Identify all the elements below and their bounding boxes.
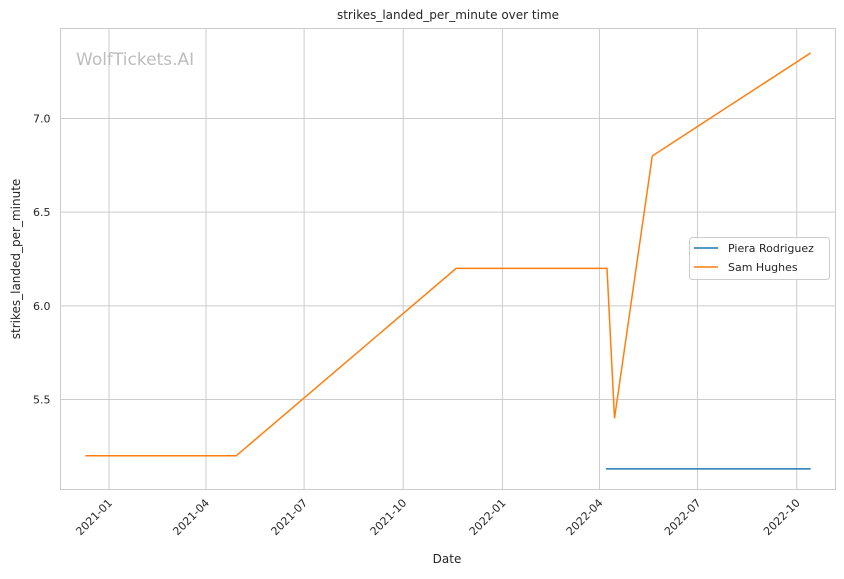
series-lines xyxy=(85,52,812,470)
y-axis-label: strikes_landed_per_minute xyxy=(9,179,23,340)
x-tick-label: 2021-04 xyxy=(170,496,212,538)
x-tick-label: 2022-07 xyxy=(662,496,704,538)
series-line-sam-hughes xyxy=(85,52,812,457)
y-tick-label: 5.5 xyxy=(33,394,51,407)
x-tick-label: 2022-04 xyxy=(564,496,606,538)
x-tick-label: 2021-10 xyxy=(368,496,410,538)
legend-label-sam-hughes: Sam Hughes xyxy=(728,261,798,274)
legend-label-piera-rodriguez: Piera Rodriguez xyxy=(728,242,814,255)
y-tick-label: 6.5 xyxy=(33,206,51,219)
x-tick-label: 2021-07 xyxy=(269,496,311,538)
x-tick-label: 2022-10 xyxy=(761,496,803,538)
x-tick-label: 2021-01 xyxy=(73,496,115,538)
plot-frame xyxy=(60,28,836,490)
legend: Piera Rodriguez Sam Hughes xyxy=(689,237,830,280)
chart-title: strikes_landed_per_minute over time xyxy=(337,8,559,22)
legend-box xyxy=(689,237,830,280)
y-tick-label: 6.0 xyxy=(33,300,51,313)
x-axis-label: Date xyxy=(433,552,462,566)
x-tick-label: 2022-01 xyxy=(467,496,509,538)
watermark: WolfTickets.AI xyxy=(76,50,194,70)
y-ticks: 5.5 6.0 6.5 7.0 xyxy=(33,112,51,406)
grid xyxy=(60,28,836,490)
y-tick-label: 7.0 xyxy=(33,112,51,125)
x-ticks: 2021-01 2021-04 2021-07 2021-10 2022-01 2022-… xyxy=(73,496,802,538)
